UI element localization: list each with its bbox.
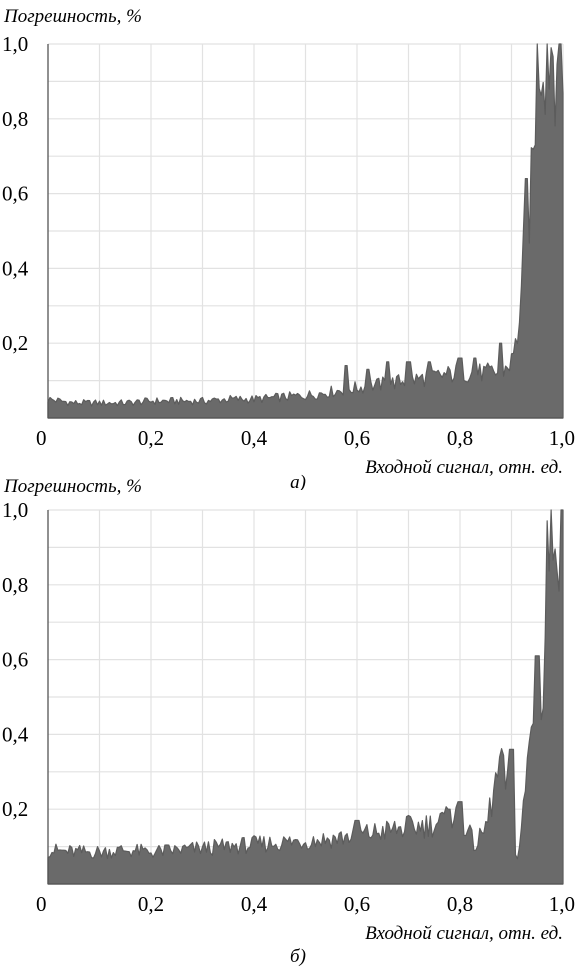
- y-tick-label: 0,4: [2, 722, 29, 746]
- subfigure-label: а): [290, 472, 306, 490]
- x-tick-label: 0: [36, 426, 47, 450]
- y-tick-label: 0,8: [2, 573, 28, 597]
- y-tick-label: 0,8: [2, 107, 28, 131]
- x-tick-label: 0,2: [138, 426, 164, 450]
- y-axis-label: Погрешность, %: [3, 6, 142, 27]
- x-axis-label: Входной сигнал, отн. ед.: [365, 457, 563, 478]
- y-tick-label: 0,2: [2, 331, 28, 355]
- y-tick-label: 1,0: [2, 498, 28, 522]
- x-tick-label: 0,2: [138, 892, 164, 916]
- x-axis-label: Входной сигнал, отн. ед.: [365, 923, 563, 944]
- chart-a-svg: 0,2 0,4 0,6 0,8 1,0 0 0,2 0,4 0,6 0,8 1,0 Погрешнос…: [2, 6, 575, 490]
- y-axis-label: Погрешность, %: [3, 478, 142, 497]
- x-tick-label: 0,4: [241, 426, 268, 450]
- x-tick-label: 1,0: [549, 426, 575, 450]
- y-tick-label: 0,2: [2, 797, 28, 821]
- subfigure-label: б): [290, 946, 306, 967]
- x-tick-label: 0,6: [344, 426, 370, 450]
- y-tick-label: 0,6: [2, 182, 28, 206]
- chart-panel-b: 0,2 0,4 0,6 0,8 1,0 0 0,2 0,4 0,6 0,8 1,0 Погрешнос…: [0, 478, 577, 974]
- y-tick-label: 1,0: [2, 32, 28, 56]
- chart-panel-a: 0,2 0,4 0,6 0,8 1,0 0 0,2 0,4 0,6 0,8 1,0 Погрешнос…: [2, 6, 575, 490]
- x-tick-label: 0,8: [447, 426, 473, 450]
- y-tick-label: 0,4: [2, 256, 29, 280]
- x-tick-label: 0,6: [344, 892, 370, 916]
- x-tick-label: 0: [36, 892, 47, 916]
- chart-b-svg: 0,20,40,60,81,00 0,2 0,4 0,6 0,8 1,0Погрешнос…: [2, 478, 575, 967]
- x-tick-label: 0,4: [241, 892, 268, 916]
- y-tick-label: 0,6: [2, 648, 28, 672]
- x-tick-label: 0,8: [447, 892, 473, 916]
- series-area-a: [47, 43, 564, 419]
- series-area-b: [47, 509, 564, 885]
- x-tick-label: 1,0: [549, 892, 575, 916]
